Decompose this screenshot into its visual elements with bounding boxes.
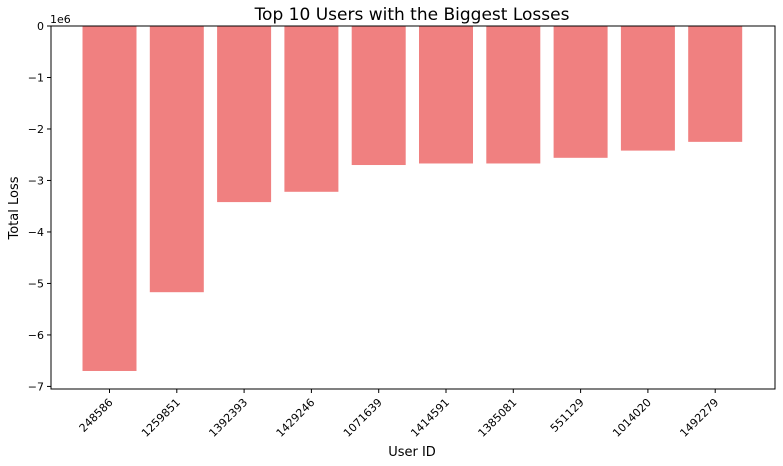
bars-group (82, 26, 743, 371)
bar-1071639 (351, 26, 406, 166)
x-tick-label: 551129 (548, 396, 587, 435)
plot-frame (50, 25, 776, 390)
y-tick-label: −1 (28, 71, 44, 84)
x-tick-label: 1414591 (408, 396, 452, 440)
x-tick-label: 1259851 (139, 396, 183, 440)
x-ticks-group: 248586 1259851 1392393 1429246 1071639 141459… (77, 389, 721, 440)
x-tick-label: 1392393 (206, 396, 250, 440)
bar-248586 (82, 26, 137, 371)
x-tick-label: 248586 (77, 396, 116, 435)
x-tick-label: 1014020 (610, 396, 654, 440)
bar-1414591 (419, 26, 473, 164)
y-ticks-group: 0 −1 −2 −3 −4 −5 −6 −7 (28, 20, 51, 393)
x-tick-label: 1492279 (677, 396, 721, 440)
bar-1492279 (688, 26, 743, 142)
bar-1014020 (620, 26, 675, 151)
bar-551129 (553, 26, 608, 158)
y-tick-label: −5 (28, 277, 44, 290)
bar-1385081 (486, 26, 541, 164)
y-tick-label: −4 (28, 226, 44, 239)
y-offset-label: 1e6 (50, 13, 71, 26)
chart-title: Top 10 Users with the Biggest Losses (254, 5, 570, 25)
y-axis-label: Total Loss (7, 176, 22, 240)
bar-1259851 (149, 26, 204, 293)
x-tick-label: 1071639 (341, 396, 385, 440)
y-tick-label: −2 (28, 123, 44, 136)
bar-1429246 (284, 26, 339, 192)
x-tick-label: 1385081 (476, 396, 520, 440)
y-tick-label: −7 (28, 380, 44, 393)
y-tick-label: −3 (28, 174, 44, 187)
bar-1392393 (217, 26, 272, 203)
y-tick-label: −6 (28, 329, 44, 342)
y-tick-label: 0 (37, 20, 44, 33)
x-axis-label: User ID (388, 445, 436, 460)
x-tick-label: 1429246 (274, 396, 318, 440)
